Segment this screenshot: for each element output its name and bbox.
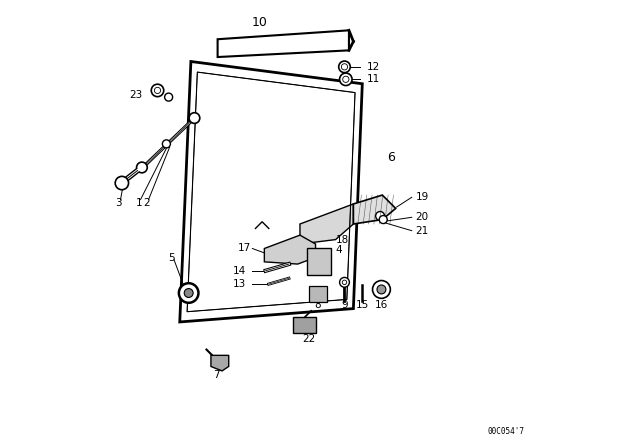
Text: 13: 13 bbox=[234, 279, 246, 289]
Text: 14: 14 bbox=[234, 266, 246, 276]
Polygon shape bbox=[211, 355, 228, 371]
Text: 6: 6 bbox=[387, 151, 395, 164]
Text: 12: 12 bbox=[367, 62, 380, 72]
Text: 19: 19 bbox=[416, 192, 429, 202]
Text: 5: 5 bbox=[168, 253, 175, 263]
Polygon shape bbox=[264, 235, 316, 264]
Text: 17: 17 bbox=[237, 243, 251, 254]
Polygon shape bbox=[300, 204, 353, 244]
Circle shape bbox=[340, 73, 352, 86]
Circle shape bbox=[179, 283, 198, 303]
Circle shape bbox=[136, 162, 147, 173]
Circle shape bbox=[339, 61, 350, 73]
Text: 11: 11 bbox=[367, 74, 380, 84]
Circle shape bbox=[189, 113, 200, 123]
Polygon shape bbox=[307, 249, 331, 275]
Text: 1: 1 bbox=[136, 198, 142, 207]
Text: 10: 10 bbox=[252, 16, 268, 29]
Circle shape bbox=[164, 93, 173, 101]
Polygon shape bbox=[293, 318, 316, 333]
Text: 9: 9 bbox=[341, 300, 348, 310]
Text: 7: 7 bbox=[213, 370, 220, 380]
Text: 18: 18 bbox=[335, 235, 349, 245]
Text: 22: 22 bbox=[302, 334, 316, 344]
Text: 21: 21 bbox=[416, 226, 429, 236]
Circle shape bbox=[184, 289, 193, 297]
Polygon shape bbox=[353, 195, 396, 224]
Circle shape bbox=[376, 211, 385, 220]
Circle shape bbox=[115, 177, 129, 190]
Text: 23: 23 bbox=[129, 90, 143, 100]
Text: 16: 16 bbox=[375, 300, 388, 310]
Text: 4: 4 bbox=[335, 245, 342, 255]
Circle shape bbox=[151, 84, 164, 97]
Circle shape bbox=[372, 280, 390, 298]
Text: 2: 2 bbox=[143, 198, 150, 207]
Circle shape bbox=[377, 285, 386, 294]
Text: 20: 20 bbox=[416, 212, 429, 222]
Text: 00C054'7: 00C054'7 bbox=[488, 426, 525, 435]
Text: 15: 15 bbox=[356, 300, 369, 310]
Circle shape bbox=[380, 215, 387, 224]
Circle shape bbox=[163, 140, 170, 148]
Polygon shape bbox=[309, 286, 326, 302]
Text: 3: 3 bbox=[115, 198, 122, 207]
Text: 8: 8 bbox=[314, 301, 321, 310]
Circle shape bbox=[340, 277, 349, 287]
